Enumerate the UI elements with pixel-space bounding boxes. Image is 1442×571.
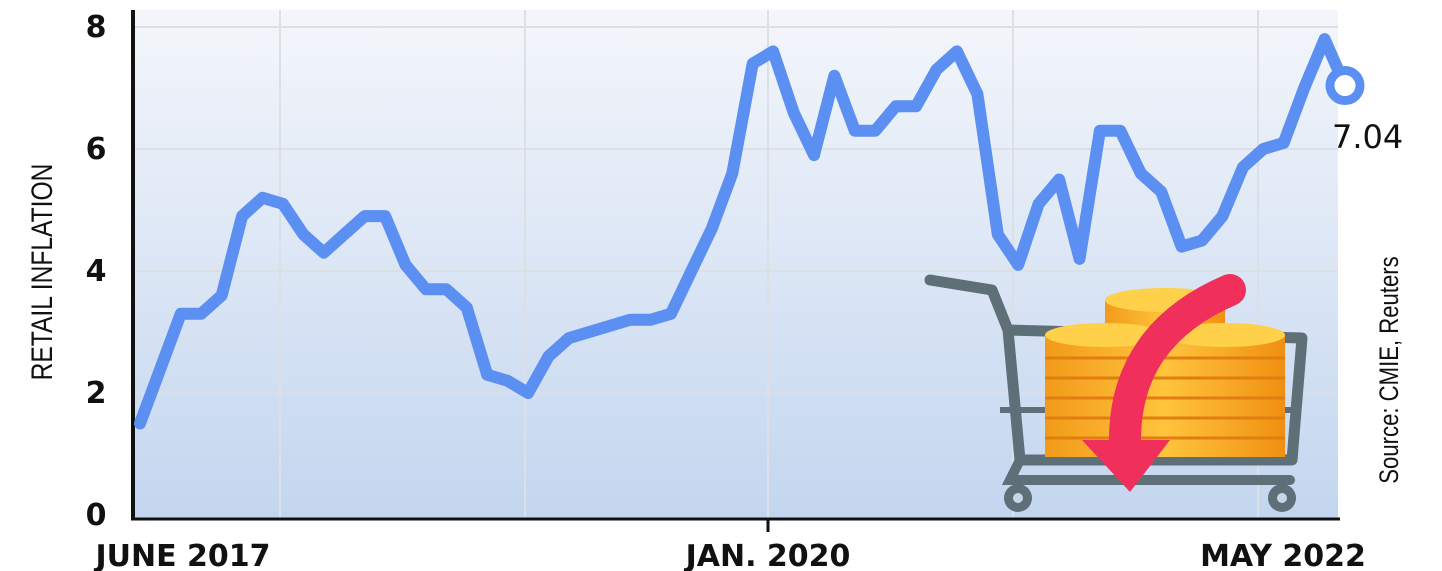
y-tick-label: 8 [86,10,107,45]
y-tick-label: 4 [86,254,107,289]
last-value-marker [1325,66,1365,106]
down-arrow-icon [1082,274,1246,492]
x-tick-labels: JUNE 2017 JAN. 2020 MAY 2022 [93,518,1366,571]
y-tick-label: 6 [86,132,107,167]
y-tick-label: 2 [86,376,107,411]
y-tick-labels: 0 2 4 6 8 [86,10,107,533]
inflation-series-line [134,33,1351,430]
x-tick-label: JAN. 2020 [684,539,851,571]
y-tick-label: 0 [86,498,107,533]
last-value-label: 7.04 [1332,118,1403,156]
x-tick-label: JUNE 2017 [93,539,270,571]
x-tick-label: MAY 2022 [1200,539,1366,571]
source-note: Source: CMIE, Reuters [1375,256,1405,483]
y-axis-label: RETAIL INFLATION [25,164,59,381]
